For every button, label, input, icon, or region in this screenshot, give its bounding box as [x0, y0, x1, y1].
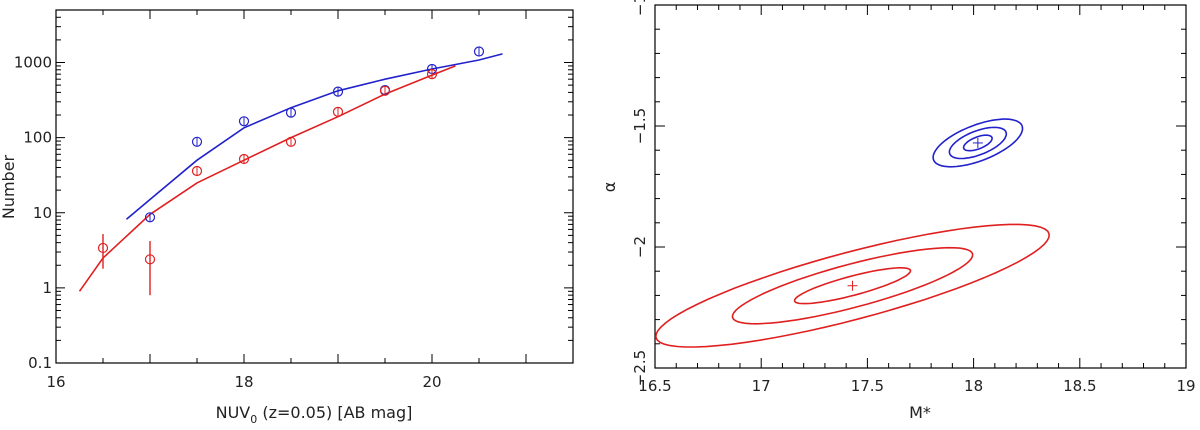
y-tick-label: −1.5: [631, 108, 649, 144]
y-tick-label: −2: [631, 236, 649, 258]
y-tick-label: 1000: [14, 54, 52, 72]
blue-contour: [948, 126, 1008, 160]
blue-fit-curve: [125, 53, 503, 220]
left-axis-ticks: 16 18 20 0.1 1 10 100 1000: [14, 9, 574, 391]
blue-data-point: [332, 86, 344, 97]
x-tick-label: 16: [46, 373, 65, 391]
red-data-point: [426, 69, 438, 80]
blue-data-point: [473, 46, 485, 57]
red-contour: [655, 223, 1050, 348]
red-fit-curve: [78, 65, 456, 292]
left-xlabel-rest: (z=0.05) [AB mag]: [257, 403, 412, 422]
x-tick-label: 20: [422, 373, 441, 391]
blue-data-point: [285, 107, 297, 118]
red-data-point: [332, 106, 344, 118]
right-xlabel: M*: [909, 403, 931, 422]
red-data-point: [285, 136, 297, 147]
y-tick-label: 10: [33, 204, 52, 222]
left-plot-frame: [55, 9, 574, 364]
y-tick-label: 0.1: [28, 354, 52, 372]
blue-contour: [932, 118, 1024, 168]
red-data-point: [379, 85, 391, 96]
y-tick-label: −2.5: [631, 350, 649, 386]
x-tick-label: 17.5: [851, 377, 884, 395]
right-contours: [655, 118, 1050, 348]
red-contour: [793, 267, 912, 305]
x-tick-label: 16.5: [638, 377, 671, 395]
left-data-points: [97, 46, 485, 296]
y-tick-label: 100: [23, 129, 52, 147]
red-data-point: [238, 153, 250, 165]
left-xlabel-main: NUV: [216, 403, 251, 422]
x-tick-label: 18: [964, 377, 983, 395]
x-tick-label: 18.5: [1063, 377, 1096, 395]
x-tick-label: 18: [234, 373, 253, 391]
x-tick-label: 17: [752, 377, 771, 395]
y-tick-label: 1: [42, 279, 52, 297]
red-contour: [731, 246, 974, 325]
right-axis-ticks: 16.5 17 17.5 18 18.5 19 −2.5 −2 −1.5 −1: [631, 0, 1196, 395]
right-plot-frame: [654, 4, 1187, 369]
blue-data-point: [238, 116, 250, 127]
red-data-point: [191, 165, 203, 177]
blue-contour: [962, 134, 993, 152]
left-xlabel: NUV0 (z=0.05) [AB mag]: [216, 403, 413, 426]
x-tick-label: 19: [1176, 377, 1195, 395]
right-ylabel: α: [600, 182, 619, 193]
blue-data-point: [144, 212, 156, 223]
blue-data-point: [191, 136, 203, 147]
left-fit-curves: [78, 53, 503, 292]
y-tick-label: −1: [631, 0, 649, 16]
left-xlabel-sub: 0: [250, 413, 257, 426]
left-ylabel: Number: [0, 154, 18, 219]
